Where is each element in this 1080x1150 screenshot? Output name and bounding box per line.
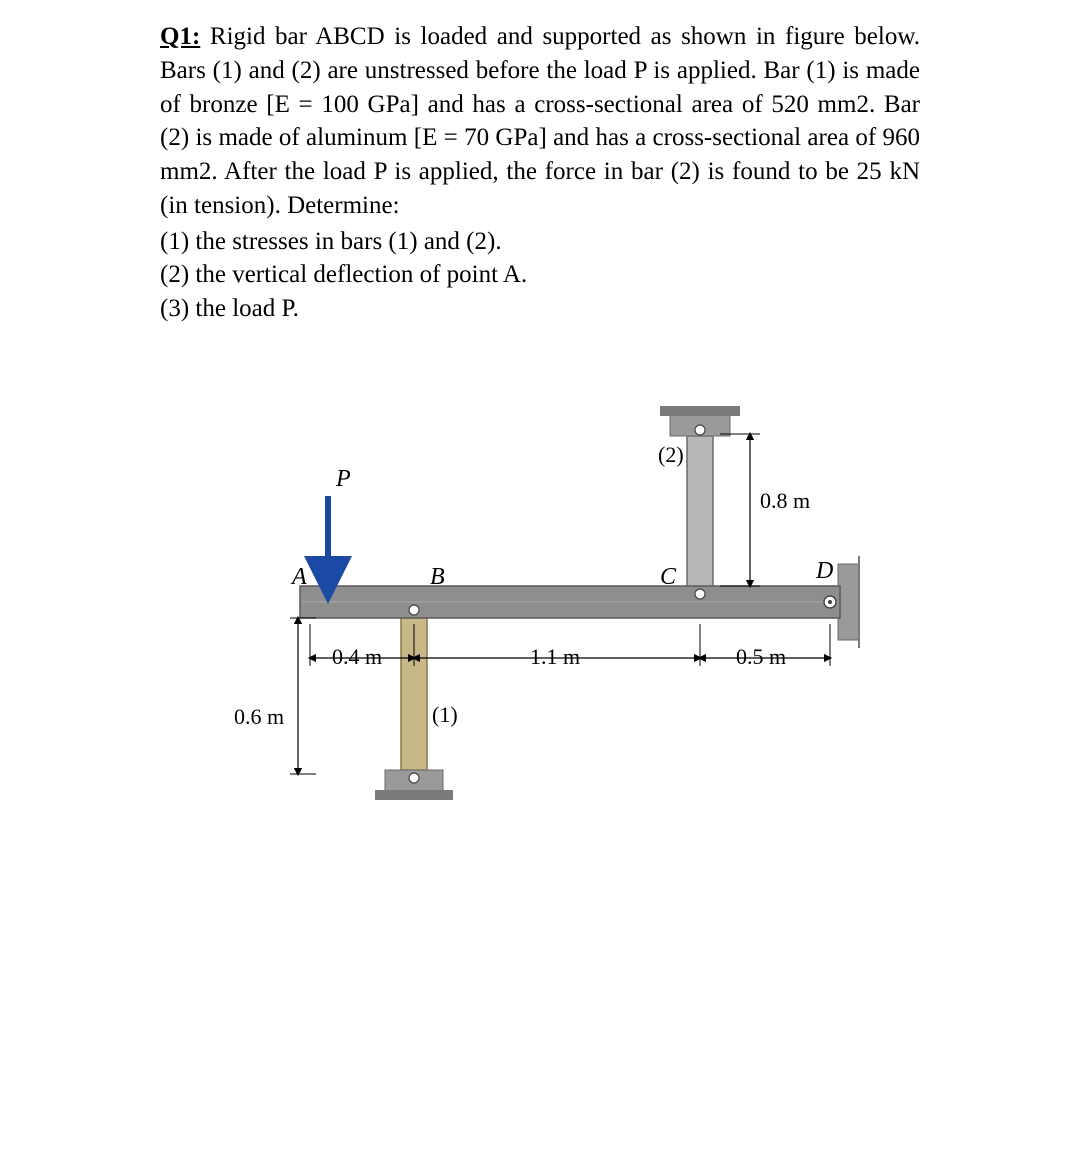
dim-06: 0.6 m <box>234 704 284 730</box>
question-body: Rigid bar ABCD is loaded and supported a… <box>160 23 920 219</box>
question-item-2: (2) the vertical deflection of point A. <box>160 258 920 292</box>
label-D: D <box>816 558 833 585</box>
label-B: B <box>430 564 445 591</box>
question-label: Q1: <box>160 23 200 50</box>
question-text: Q1: Rigid bar ABCD is loaded and support… <box>160 20 920 223</box>
question-item-1: (1) the stresses in bars (1) and (2). <box>160 225 920 259</box>
label-P: P <box>336 466 351 493</box>
figure: P A B C D (2) (1) 0.4 m 1.1 m 0.5 m 0.6 … <box>220 386 860 906</box>
label-bar1: (1) <box>432 702 458 728</box>
dim-04: 0.4 m <box>332 644 382 670</box>
label-C: C <box>660 564 676 591</box>
question-items: (1) the stresses in bars (1) and (2). (2… <box>160 225 920 326</box>
dim-08: 0.8 m <box>760 488 810 514</box>
question-item-3: (3) the load P. <box>160 292 920 326</box>
dim-11: 1.1 m <box>530 644 580 670</box>
label-A: A <box>292 564 307 591</box>
label-bar2: (2) <box>658 442 684 468</box>
dim-05: 0.5 m <box>736 644 786 670</box>
